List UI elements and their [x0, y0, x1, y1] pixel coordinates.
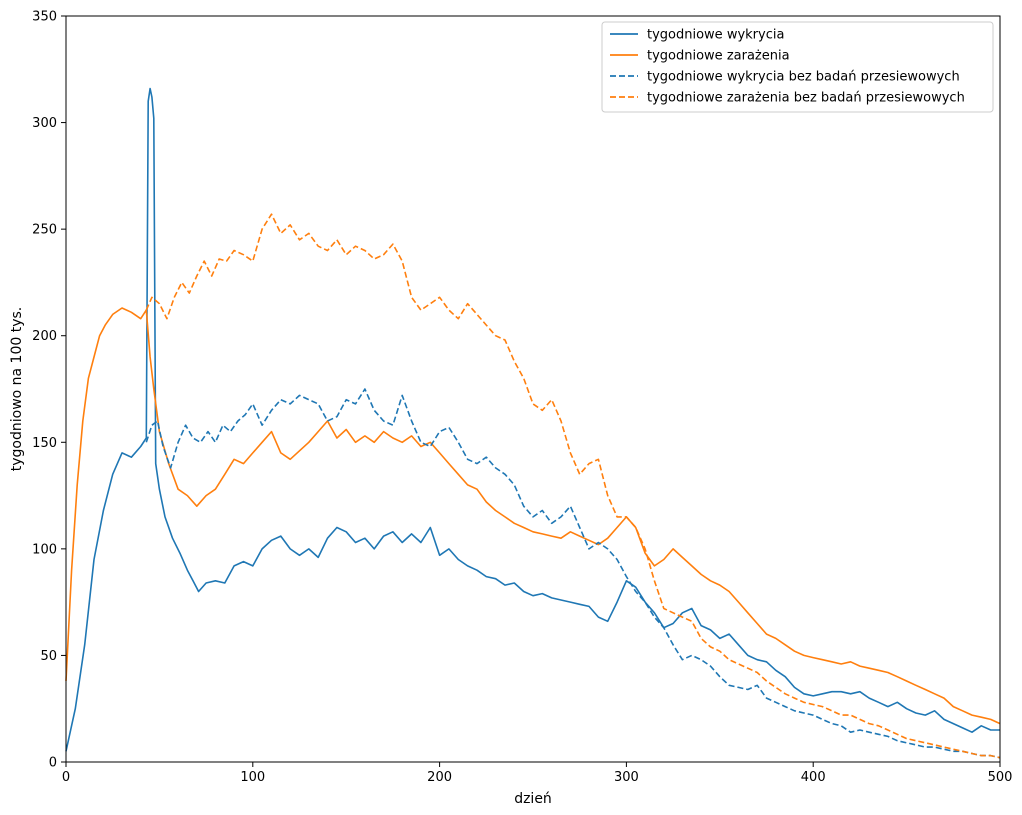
plot-frame	[65, 15, 1001, 763]
x-tick-label: 0	[62, 770, 70, 785]
x-axis: 0 100 200 300 400 500	[62, 762, 1013, 785]
legend-entry-label: tygodniowe zarażenia bez badań przesiewo…	[647, 91, 965, 106]
series-layer	[65, 87, 1001, 759]
series-line-1	[65, 87, 1000, 752]
plot-background	[66, 16, 1000, 762]
legend-entry-label: tygodniowe zarażenia	[647, 49, 790, 64]
y-tick-label: 250	[32, 223, 57, 238]
x-tick-label: 200	[427, 770, 452, 785]
y-tick-label: 0	[49, 756, 57, 771]
series-line-2	[65, 307, 1001, 725]
legend-entry-label: tygodniowe wykrycia	[647, 28, 784, 43]
x-tick-label: 400	[801, 770, 826, 785]
legend-box	[601, 21, 994, 113]
x-tick-label: 500	[988, 770, 1013, 785]
legend: tygodniowe wykrycia tygodniowe zarażenia t…	[601, 21, 994, 113]
y-tick-label: 350	[32, 10, 57, 25]
y-tick-label: 50	[40, 649, 57, 664]
x-axis-label: dzień	[514, 791, 552, 807]
x-tick-label: 300	[614, 770, 639, 785]
x-tick-label: 100	[240, 770, 265, 785]
series-line-4	[145, 213, 1001, 759]
y-tick-label: 300	[32, 116, 57, 131]
y-axis-label: tygodniowo na 100 tys.	[9, 307, 25, 472]
legend-entry-label: tygodniowe wykrycia bez badań przesiewow…	[647, 70, 960, 85]
y-tick-label: 100	[32, 542, 57, 557]
y-tick-label: 200	[32, 329, 57, 344]
y-tick-label: 150	[32, 436, 57, 451]
y-axis: 0 50 100 150 200 250 300 350	[32, 10, 66, 771]
series-line-3	[145, 388, 1001, 759]
